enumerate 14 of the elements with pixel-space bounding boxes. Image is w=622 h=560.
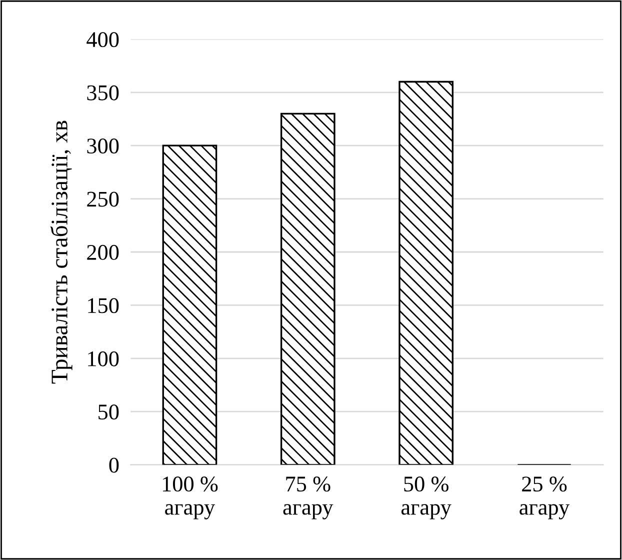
- x-tick-label: 75 % агару: [283, 476, 334, 520]
- y-tick-label: 200: [87, 244, 119, 260]
- y-tick-label: 350: [87, 85, 119, 100]
- x-tick-label: 25 % агару: [520, 476, 570, 520]
- x-tick-label: 50 % агару: [401, 476, 452, 520]
- y-tick-label: 0: [109, 458, 119, 473]
- y-tick-label: 50: [98, 404, 119, 420]
- y-tick-label: 400: [86, 32, 119, 48]
- y-tick-label: 100: [88, 351, 119, 366]
- y-tick-label: 150: [88, 298, 119, 314]
- y-tick-label: 300: [87, 138, 119, 154]
- y-tick-label: 250: [87, 192, 119, 207]
- x-tick-label: 100 % агару: [162, 476, 218, 520]
- y-axis-title: Тривалість стабілізації, хв: [50, 120, 72, 384]
